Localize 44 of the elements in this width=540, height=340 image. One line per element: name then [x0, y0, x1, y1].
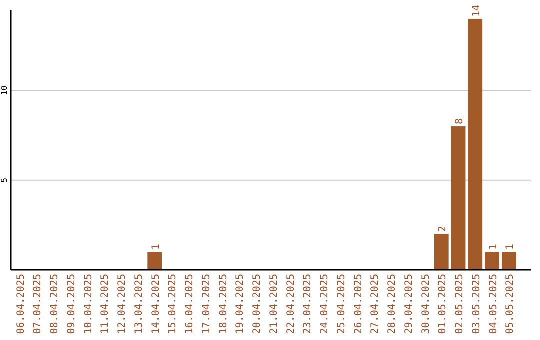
x-tick-label: 08.04.2025 [50, 274, 61, 334]
bar [502, 252, 516, 270]
x-tick-label: 16.04.2025 [184, 274, 196, 334]
x-tick-label: 23.04.2025 [302, 274, 314, 334]
data-label: 14 [471, 4, 482, 17]
x-tick-label: 11.04.2025 [100, 274, 112, 334]
x-tick-label: 15.04.2025 [168, 274, 179, 334]
x-tick-label: 01.05.2025 [438, 274, 449, 334]
x-tick-label: 10.04.2025 [83, 274, 94, 334]
x-tick-label: 25.04.2025 [336, 274, 348, 334]
x-tick-label: 12.04.2025 [117, 274, 128, 334]
x-tick-label: 04.05.2025 [488, 274, 500, 334]
x-tick-label: 22.04.2025 [286, 274, 297, 334]
x-tick-label: 20.04.2025 [252, 274, 264, 334]
x-tick-label: 05.05.2025 [505, 274, 516, 334]
y-tick-label: 5 [0, 178, 9, 183]
x-tick-label: 30.04.2025 [420, 274, 432, 334]
bar [485, 252, 500, 270]
x-tick-label: 13.04.2025 [134, 274, 145, 334]
x-tick-label: 07.04.2025 [32, 274, 44, 334]
data-label: 1 [488, 244, 500, 250]
x-tick-label: 18.04.2025 [218, 274, 230, 334]
data-label: 2 [438, 226, 449, 232]
x-tick-label: 27.04.2025 [370, 274, 382, 334]
x-tick-label: 29.04.2025 [404, 274, 415, 334]
data-label: 1 [150, 244, 162, 250]
x-tick-label: 26.04.2025 [353, 274, 364, 334]
bar [451, 126, 466, 270]
bar [148, 252, 162, 270]
x-tick-label: 21.04.2025 [268, 274, 280, 334]
bar [468, 18, 483, 270]
x-tick-label: 28.04.2025 [387, 274, 398, 334]
x-tick-label: 03.05.2025 [471, 274, 482, 334]
x-tick-label: 06.04.2025 [16, 274, 27, 334]
y-tick-label: 10 [0, 86, 9, 96]
x-tick-label: 09.04.2025 [66, 274, 78, 334]
x-tick-label: 19.04.2025 [235, 274, 246, 334]
x-tick-label: 17.04.2025 [201, 274, 212, 334]
data-label: 1 [505, 244, 516, 250]
x-tick-label: 14.04.2025 [150, 274, 162, 334]
x-tick-label: 24.04.2025 [320, 274, 331, 334]
bar [434, 234, 449, 270]
data-label: 8 [454, 118, 466, 125]
x-tick-label: 02.05.2025 [454, 274, 466, 334]
